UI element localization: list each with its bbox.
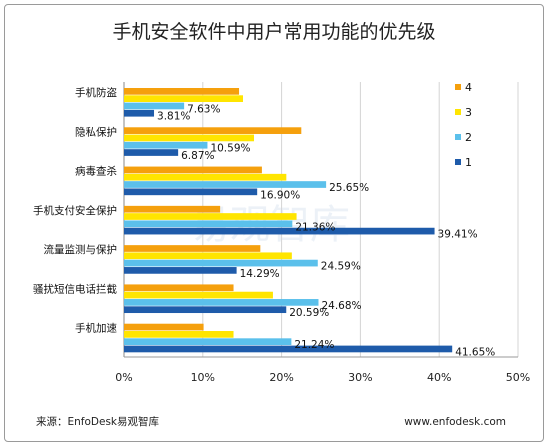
bar [124,88,240,95]
category-label: 隐私保护 [75,125,117,138]
category-label: 手机支付安全保护 [33,204,117,217]
bar [124,127,302,134]
legend-swatch [455,159,461,165]
bar [124,323,204,331]
bar [124,227,435,235]
bar [124,102,185,110]
bar [124,245,261,252]
x-tick-label: 50% [506,371,530,384]
category-label: 流量监测与保护 [44,243,118,256]
bar [124,338,292,346]
bar [124,95,243,102]
bar [124,213,297,220]
bar [124,306,287,314]
data-label: 14.29% [240,268,280,280]
bar [124,166,262,174]
x-tick-label: 0% [115,371,132,384]
data-label: 24.68% [321,300,361,312]
x-tick-label: 10% [191,371,215,384]
bar [124,173,287,181]
bar [124,134,255,142]
x-tick-label: 20% [269,371,293,384]
bar [124,345,453,353]
data-label: 6.87% [181,150,214,162]
bar [124,299,319,306]
data-label: 25.65% [329,182,369,194]
bar [124,109,155,117]
bar [124,267,237,274]
category-label: 手机加速 [75,322,117,335]
source-note: 来源：EnfoDesk易观智库 [36,415,159,428]
data-label: 24.59% [321,261,361,273]
category-label: 手机防盗 [75,86,117,99]
bar [124,141,208,149]
legend: 4 3 2 1 [455,81,472,169]
data-label: 41.65% [455,346,495,358]
bar [124,149,179,156]
bar [124,331,234,338]
data-label: 21.24% [294,339,334,351]
data-label: 10.59% [210,143,250,155]
bars [124,88,453,353]
x-tick-label: 40% [427,371,451,384]
data-label: 3.81% [157,111,190,123]
bar [124,188,258,196]
legend-swatch [455,109,461,115]
category-label: 骚扰短信电话拦截 [33,282,117,295]
legend-label: 1 [465,156,472,169]
bar [124,181,327,188]
data-label: 21.36% [295,221,335,233]
bar [124,259,318,267]
data-label: 39.41% [438,229,478,241]
website-note: www.enfodesk.com [404,416,506,428]
data-label: 20.59% [289,307,329,319]
bar [124,252,292,260]
legend-label: 2 [465,131,472,144]
category-label: 病毒查杀 [75,165,117,178]
x-tick-label: 30% [348,371,372,384]
legend-swatch [455,134,461,140]
bar [124,284,234,292]
legend-label: 3 [465,106,472,119]
bar [124,220,293,228]
legend-label: 4 [465,81,472,94]
data-label: 7.63% [187,103,220,115]
labels: 0% 10% 20% 30% 40% 50% 手机防盗 7.63%3.81% 隐私保护 10.59… [33,86,530,384]
bar [124,291,273,299]
bar [124,205,221,213]
chart-title: 手机安全软件中用户常用功能的优先级 [112,21,435,43]
legend-swatch [455,84,461,90]
data-label: 16.90% [260,189,300,201]
